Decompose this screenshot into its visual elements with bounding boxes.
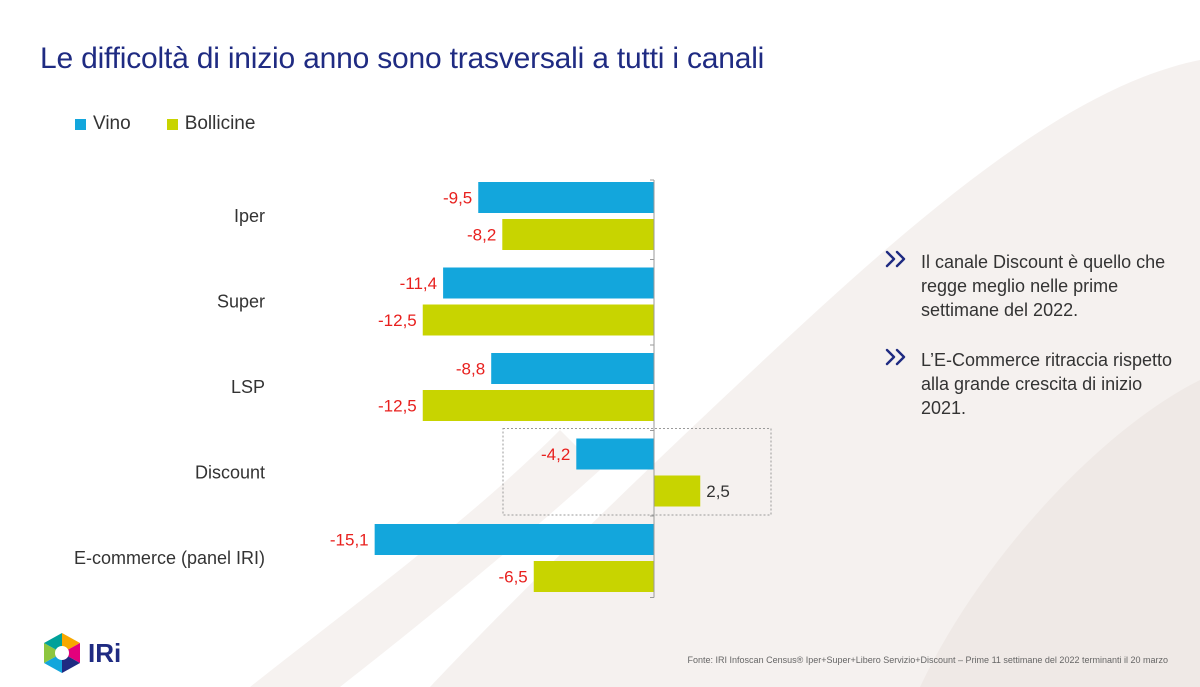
- source-note: Fonte: IRI Infoscan Census® Iper+Super+L…: [687, 655, 1168, 665]
- page-title: Le difficoltà di inizio anno sono trasve…: [40, 42, 765, 75]
- legend-swatch-bollicine: [166, 118, 178, 130]
- legend-item-vino: Vino: [75, 113, 131, 135]
- data-label: -11,4: [400, 274, 438, 293]
- bar-vino: [576, 438, 654, 470]
- insight-item: Il canale Discount è quello che regge me…: [885, 250, 1185, 322]
- category-label: Discount: [195, 462, 265, 482]
- category-label: Super: [217, 291, 265, 311]
- legend-swatch-vino: [75, 118, 86, 130]
- bar-vino: [374, 524, 654, 555]
- insight-text: L’E-Commerce ritraccia rispetto alla gra…: [921, 350, 1173, 418]
- data-label: -8,8: [456, 360, 485, 379]
- bar-bollicine: [654, 475, 701, 507]
- data-label: 2,5: [706, 482, 730, 501]
- category-label: LSP: [231, 377, 265, 397]
- iri-logo-mark: [44, 633, 80, 673]
- double-chevron-icon: [885, 348, 921, 420]
- data-label: -12,5: [378, 311, 417, 330]
- data-label: -15,1: [330, 531, 369, 550]
- bar-vino: [491, 353, 654, 384]
- highlight-box: [502, 428, 772, 516]
- key-insights: Il canale Discount è quello che regge me…: [885, 250, 1185, 446]
- data-label: -4,2: [541, 445, 570, 464]
- category-label: Iper: [234, 206, 265, 226]
- bar-vino: [443, 267, 654, 299]
- bar-bollicine: [422, 304, 654, 336]
- category-label: E-commerce (panel IRI): [74, 548, 265, 568]
- data-label: -9,5: [443, 189, 472, 208]
- data-label: -6,5: [498, 568, 527, 587]
- bar-bollicine: [533, 561, 654, 592]
- legend-item-bollicine: Bollicine: [166, 113, 256, 135]
- iri-logo: IRi: [42, 632, 121, 674]
- double-chevron-icon: [885, 250, 921, 322]
- logo-text: IRi: [88, 637, 122, 668]
- data-label: -12,5: [378, 397, 417, 416]
- legend-label-bollicine: Bollicine: [184, 113, 256, 134]
- bar-bollicine: [422, 390, 654, 421]
- bar-vino: [478, 182, 654, 213]
- chart-legend: Vino Bollicine: [75, 113, 255, 135]
- insight-item: L’E-Commerce ritraccia rispetto alla gra…: [885, 348, 1185, 420]
- data-label: -8,2: [467, 226, 496, 245]
- legend-label-vino: Vino: [93, 113, 131, 134]
- insight-text: Il canale Discount è quello che regge me…: [921, 252, 1166, 320]
- bar-bollicine: [502, 219, 654, 250]
